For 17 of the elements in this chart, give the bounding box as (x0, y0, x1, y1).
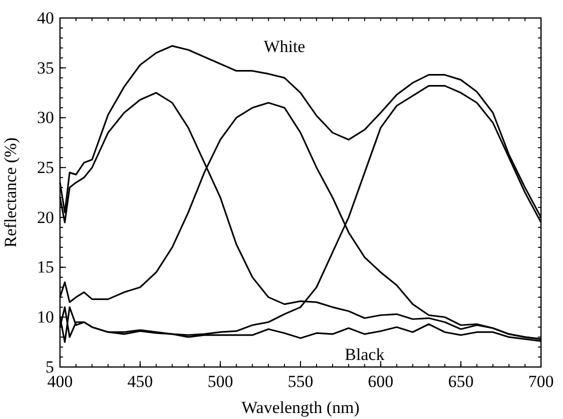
x-axis-title: Wavelength (nm) (241, 398, 360, 417)
legend-label: White (264, 36, 306, 56)
x-tick-label: 450 (127, 372, 153, 392)
x-tick-label: 600 (368, 372, 394, 392)
y-tick-label: 15 (37, 258, 54, 277)
y-axis-title: Reflectance (%) (1, 138, 20, 248)
series-label: Black (344, 345, 385, 364)
x-tick-label: 700 (528, 372, 554, 392)
y-tick-label: 25 (37, 158, 54, 178)
y-tick-label: 35 (37, 58, 54, 78)
x-tick-label: 500 (208, 372, 234, 392)
y-tick-label: 30 (37, 108, 54, 128)
y-tick-label: 40 (37, 8, 54, 28)
y-tick-label: 10 (37, 308, 54, 327)
y-tick-label: 20 (37, 208, 54, 227)
x-tick-label: 550 (288, 372, 314, 392)
x-tick-label: 650 (448, 372, 474, 392)
